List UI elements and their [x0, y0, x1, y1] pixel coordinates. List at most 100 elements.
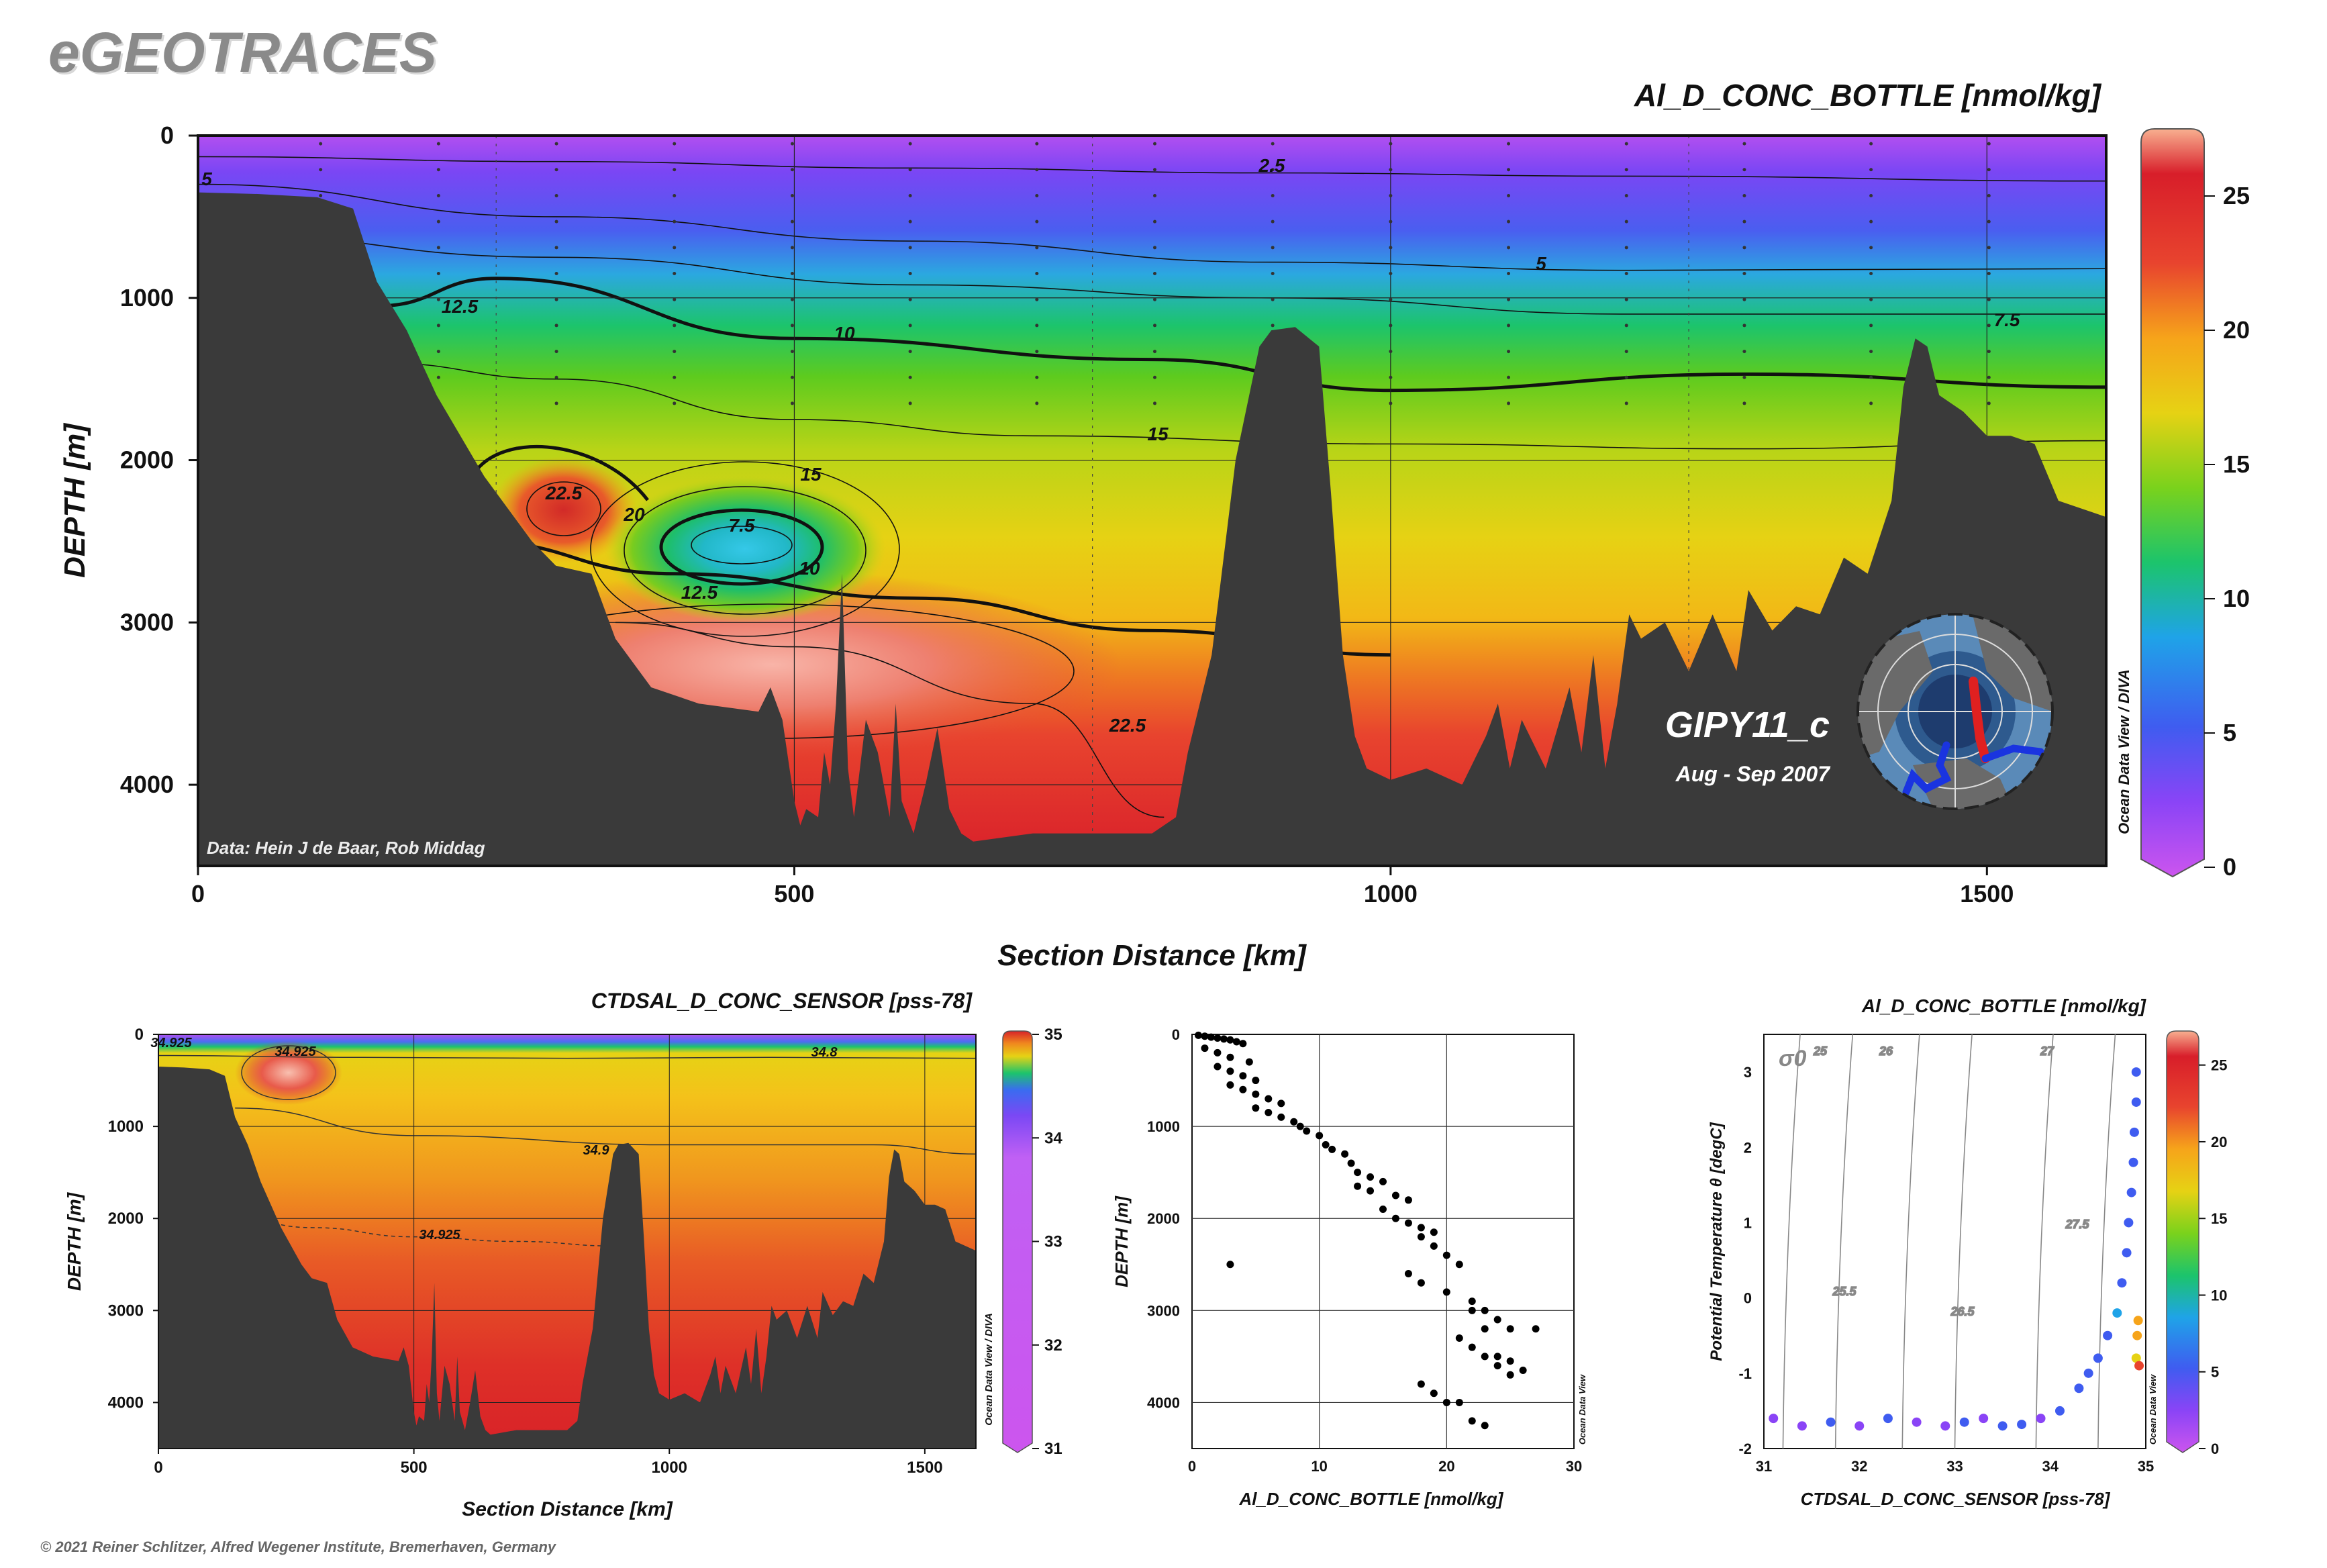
profile-point: [1303, 1127, 1311, 1135]
station-sample: [790, 193, 794, 197]
station-sample: [1153, 193, 1156, 197]
profile-point: [1430, 1389, 1438, 1398]
station-sample: [1507, 142, 1511, 146]
colorbar-tick-label: 0: [2223, 853, 2236, 881]
ts-point: [2134, 1361, 2144, 1371]
station-sample: [554, 246, 558, 250]
ts-point: [2128, 1157, 2138, 1167]
contour-label: 5: [201, 168, 212, 189]
profile-y-tick-label: 4000: [1147, 1394, 1180, 1411]
contour-label: 7.5: [1994, 309, 2020, 330]
contour-line-15-closed: [590, 461, 900, 637]
ts-sigma-label: σ0: [1779, 1046, 1807, 1071]
profile-point: [1455, 1334, 1463, 1342]
profile-point: [1226, 1067, 1234, 1075]
copyright-text: © 2021 Reiner Schlitzer, Alfred Wegener …: [40, 1538, 556, 1555]
station-sample: [1153, 168, 1156, 172]
station-sample: [1153, 375, 1156, 379]
inset-land-west: [1858, 631, 1933, 758]
station-sample: [790, 401, 794, 405]
ts-point: [2117, 1278, 2127, 1288]
ts-panel: Al_D_CONC_BOTTLE [nmol/kg] 25 26 2725.526.…: [1707, 995, 2227, 1509]
ts-point: [2122, 1248, 2132, 1258]
ts-isopycnal: [1834, 1034, 1854, 1449]
contour-line-12-5-closed: [624, 486, 867, 615]
profile-point: [1290, 1118, 1298, 1126]
odv-credit-main: Ocean Data View / DIVA: [2116, 669, 2132, 834]
inset-track-red: [1969, 677, 1990, 763]
station-sample: [1271, 324, 1275, 328]
salinity-section-panel: CTDSAL_D_CONC_SENSOR [pss-78] 34.92534.9…: [64, 989, 1062, 1520]
station-sample: [436, 350, 440, 354]
colorbar-tick-label: 25: [2223, 182, 2250, 209]
station-sample: [1987, 350, 1991, 354]
profile-point: [1404, 1196, 1412, 1204]
profile-point: [1265, 1095, 1273, 1103]
station-sample: [554, 401, 558, 405]
profile-point: [1442, 1251, 1450, 1259]
profile-point: [1367, 1173, 1375, 1181]
profile-point: [1468, 1306, 1476, 1314]
main-section-field: [198, 136, 2106, 866]
main-x-ticks: 0 500 1000 1500: [191, 866, 2014, 908]
profile-point: [1354, 1169, 1362, 1177]
station-sample: [1742, 142, 1746, 146]
station-sample: [554, 219, 558, 224]
profile-point: [1226, 1053, 1234, 1061]
station-sample: [1035, 401, 1039, 405]
station-sample: [908, 272, 912, 276]
main-contour-labels: 2.5 5 5 7.5 10 12.5 15 15 20 22.5 7.5 10 12.5 22.5: [201, 155, 2020, 736]
ts-point: [2054, 1406, 2065, 1416]
ts-point: [2131, 1067, 2141, 1077]
station-sample: [1389, 272, 1393, 276]
station-sample: [554, 142, 558, 146]
profile-point: [1245, 1058, 1253, 1066]
y-tick-label: 1000: [120, 284, 174, 311]
station-sample: [1869, 272, 1873, 276]
ts-y-tick-label: -2: [1738, 1440, 1752, 1457]
ts-point: [2112, 1308, 2122, 1318]
station-sample: [436, 324, 440, 328]
x-tick-label: 500: [774, 880, 814, 908]
profile-y-label: DEPTH [m]: [1111, 1195, 1132, 1287]
ts-isopycnal-label: 27.5: [2065, 1218, 2089, 1231]
ts-point: [1826, 1417, 1836, 1427]
profile-x-tick-label: 0: [1188, 1458, 1196, 1475]
ts-point: [2083, 1368, 2093, 1378]
ts-isopycnal: [1954, 1034, 1973, 1449]
station-sample: [436, 168, 440, 172]
colorbar-tick-label: 10: [2223, 585, 2250, 612]
y-tick-label: 2000: [120, 446, 174, 474]
station-sample: [790, 297, 794, 301]
profile-point: [1354, 1182, 1362, 1190]
station-sample: [1624, 219, 1628, 224]
sal-colorbar-tick-label: 34: [1044, 1129, 1062, 1147]
profile-point: [1379, 1206, 1387, 1214]
profile-points: [1194, 1031, 1540, 1430]
ts-point: [2126, 1187, 2136, 1197]
station-sample: [1624, 142, 1628, 146]
ts-point: [2124, 1218, 2134, 1228]
station-sample: [673, 297, 677, 301]
profile-point: [1468, 1297, 1476, 1306]
station-sample: [554, 375, 558, 379]
profile-point: [1379, 1177, 1387, 1185]
profile-point: [1214, 1048, 1222, 1057]
sal-title: CTDSAL_D_CONC_SENSOR [pss-78]: [591, 989, 973, 1013]
station-sample: [1507, 219, 1511, 224]
profile-point: [1442, 1288, 1450, 1296]
station-sample: [790, 324, 794, 328]
main-section-panel: Al_D_CONC_BOTTLE [nmol/kg] 2.5 5 5 7.5 10 12.…: [58, 78, 2250, 972]
station-sample: [1869, 246, 1873, 250]
profile-point: [1391, 1191, 1399, 1199]
x-tick-label: 0: [191, 880, 205, 908]
station-sample: [673, 350, 677, 354]
main-y-label: DEPTH [m]: [58, 423, 91, 578]
station-sample: [1869, 219, 1873, 224]
station-sample: [673, 168, 677, 172]
sal-x-label: Section Distance [km]: [462, 1498, 673, 1520]
sal-colorbar-ticks: 31 32 33 34 35: [1032, 1026, 1062, 1458]
profile-point: [1239, 1085, 1247, 1093]
station-sample: [1271, 272, 1275, 276]
contour-label: 10: [799, 558, 820, 579]
